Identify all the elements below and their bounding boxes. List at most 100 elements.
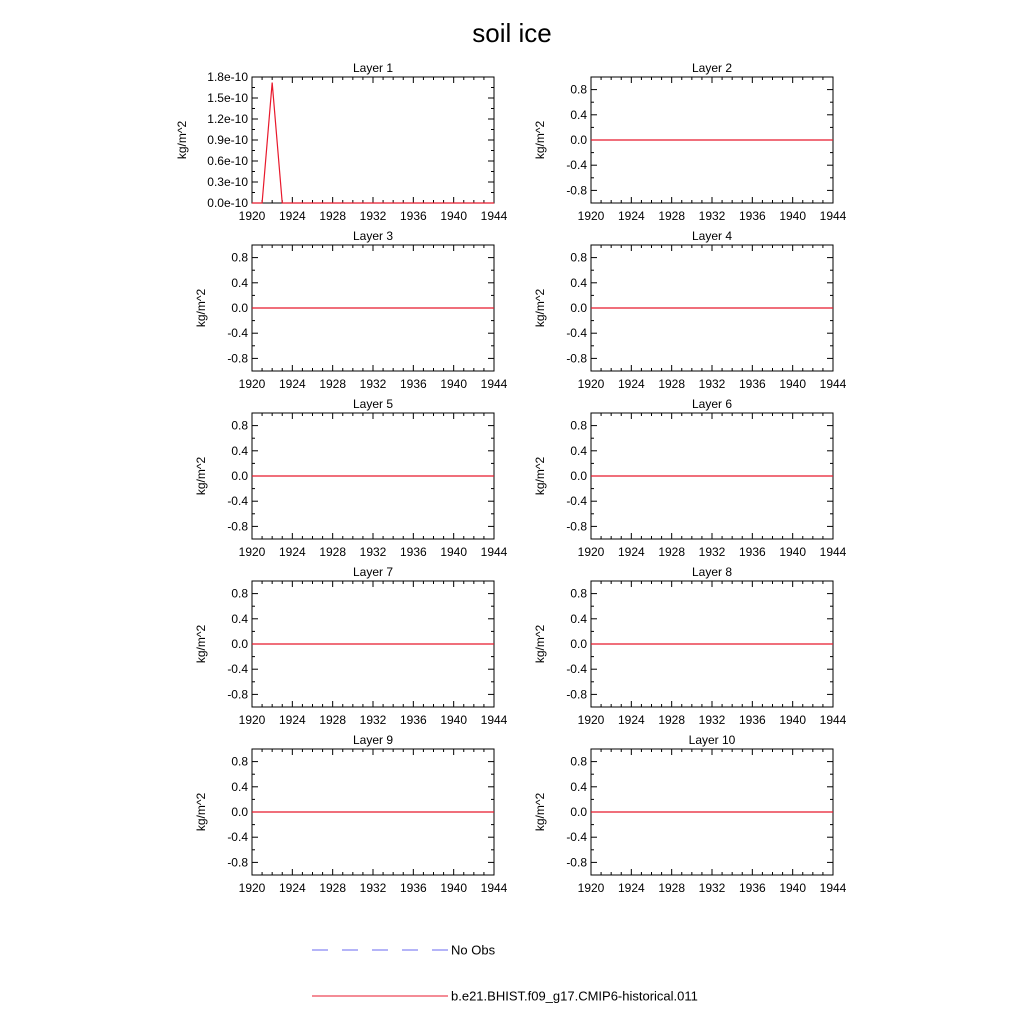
x-tick-label: 1944 (820, 209, 847, 223)
x-tick-label: 1928 (658, 209, 685, 223)
x-tick-label: 1944 (481, 545, 508, 559)
y-tick-label: -0.4 (566, 494, 587, 508)
x-tick-label: 1940 (779, 377, 806, 391)
y-tick-label: 0.8 (570, 419, 587, 433)
y-tick-label: -0.4 (566, 158, 587, 172)
y-tick-label: 0.4 (570, 444, 587, 458)
x-tick-label: 1940 (440, 545, 467, 559)
y-axis-label: kg/m^2 (194, 793, 208, 832)
x-tick-label: 1932 (699, 377, 726, 391)
x-tick-label: 1940 (779, 881, 806, 895)
x-tick-label: 1924 (279, 713, 306, 727)
x-tick-label: 1920 (239, 209, 266, 223)
x-tick-label: 1932 (360, 545, 387, 559)
legend-label-no-obs: No Obs (451, 943, 496, 958)
x-tick-label: 1936 (400, 545, 427, 559)
y-tick-label: -0.8 (566, 183, 587, 197)
y-axis-label: kg/m^2 (194, 457, 208, 496)
y-axis-label: kg/m^2 (175, 121, 189, 160)
x-tick-label: 1920 (239, 881, 266, 895)
x-tick-label: 1936 (739, 209, 766, 223)
x-tick-label: 1928 (319, 209, 346, 223)
panel-layer-3: Layer 3 1920 1924 1928 1932 1936 1940 1944 -0.8 -… (194, 229, 508, 391)
y-tick-label: -0.4 (227, 830, 248, 844)
x-tick-label: 1936 (739, 713, 766, 727)
y-tick-label: 0.4 (231, 780, 248, 794)
y-tick-label: 0.0 (570, 133, 587, 147)
x-tick-label: 1928 (319, 713, 346, 727)
y-tick-label: 0.8 (570, 755, 587, 769)
panel-layer-1: Layer 1 1920 1924 1928 1932 1936 1940 1944 0.0e-… (175, 61, 508, 223)
panel-title: Layer 4 (692, 229, 732, 243)
y-tick-label: -0.8 (227, 519, 248, 533)
panel-layer-9: Layer 9 1920 1924 1928 1932 1936 1940 1944 -0.8 -… (194, 733, 508, 895)
x-tick-label: 1944 (820, 377, 847, 391)
panel-layer-5: Layer 5 1920 1924 1928 1932 1936 1940 1944 -0.8 -… (194, 397, 508, 559)
y-tick-label: -0.8 (227, 855, 248, 869)
panel-title: Layer 1 (353, 61, 393, 75)
y-tick-label: -0.8 (566, 351, 587, 365)
panel-layer-8: Layer 8 1920 1924 1928 1932 1936 1940 1944 -0.8 -… (533, 565, 847, 727)
y-tick-label: -0.4 (227, 494, 248, 508)
legend: No Obs b.e21.BHIST.f09_g17.CMIP6-histori… (312, 943, 698, 1004)
x-tick-label: 1936 (400, 209, 427, 223)
panels-group: Layer 1 1920 1924 1928 1932 1936 1940 1944 0.0e-… (175, 61, 847, 895)
x-tick-label: 1928 (658, 713, 685, 727)
y-tick-label: -0.8 (566, 855, 587, 869)
panel-layer-6: Layer 6 1920 1924 1928 1932 1936 1940 1944 -0.8 -… (533, 397, 847, 559)
x-tick-label: 1932 (699, 209, 726, 223)
y-tick-label: 0.4 (570, 612, 587, 626)
panel-title: Layer 3 (353, 229, 393, 243)
y-tick-label: 0.4 (231, 276, 248, 290)
y-axis-label: kg/m^2 (533, 457, 547, 496)
y-tick-label: 0.8 (231, 251, 248, 265)
x-tick-label: 1940 (779, 545, 806, 559)
x-tick-label: 1920 (578, 377, 605, 391)
x-tick-label: 1932 (360, 881, 387, 895)
y-tick-label: 0.8 (570, 83, 587, 97)
x-tick-label: 1940 (440, 881, 467, 895)
x-tick-label: 1924 (279, 881, 306, 895)
x-tick-label: 1924 (618, 881, 645, 895)
y-axis-label: kg/m^2 (533, 289, 547, 328)
y-axis-label: kg/m^2 (533, 121, 547, 160)
x-tick-label: 1944 (820, 713, 847, 727)
x-tick-label: 1928 (319, 377, 346, 391)
y-tick-label: 0.4 (570, 780, 587, 794)
x-tick-label: 1944 (481, 377, 508, 391)
x-tick-label: 1940 (779, 713, 806, 727)
y-tick-label: -0.8 (566, 519, 587, 533)
x-tick-label: 1920 (578, 209, 605, 223)
y-tick-label: 0.9e-10 (207, 133, 248, 147)
x-tick-label: 1944 (820, 881, 847, 895)
y-axis-label: kg/m^2 (533, 793, 547, 832)
y-tick-label: -0.4 (227, 662, 248, 676)
x-tick-label: 1932 (360, 209, 387, 223)
x-tick-label: 1936 (400, 377, 427, 391)
x-tick-label: 1920 (578, 545, 605, 559)
x-tick-label: 1924 (279, 377, 306, 391)
x-tick-label: 1932 (699, 881, 726, 895)
panel-layer-4: Layer 4 1920 1924 1928 1932 1936 1940 1944 -0.8 -… (533, 229, 847, 391)
x-tick-label: 1944 (481, 881, 508, 895)
panel-title: Layer 6 (692, 397, 732, 411)
x-tick-label: 1944 (481, 209, 508, 223)
x-tick-label: 1940 (440, 209, 467, 223)
x-tick-label: 1928 (658, 881, 685, 895)
x-tick-label: 1936 (739, 545, 766, 559)
panel-layer-10: Layer 10 1920 1924 1928 1932 1936 1940 1944 -0.8… (533, 733, 847, 895)
y-axis-label: kg/m^2 (194, 289, 208, 328)
legend-label-model-run: b.e21.BHIST.f09_g17.CMIP6-historical.011 (451, 989, 698, 1004)
y-tick-label: -0.4 (566, 830, 587, 844)
figure-title: soil ice (472, 18, 551, 48)
series-line-0 (252, 82, 494, 204)
panel-title: Layer 7 (353, 565, 393, 579)
y-tick-label: -0.4 (227, 326, 248, 340)
y-tick-label: 0.8 (231, 419, 248, 433)
x-tick-label: 1944 (481, 713, 508, 727)
y-tick-label: 0.4 (231, 612, 248, 626)
x-tick-label: 1920 (578, 881, 605, 895)
y-tick-label: 1.5e-10 (207, 91, 248, 105)
y-tick-label: 0.0 (231, 301, 248, 315)
